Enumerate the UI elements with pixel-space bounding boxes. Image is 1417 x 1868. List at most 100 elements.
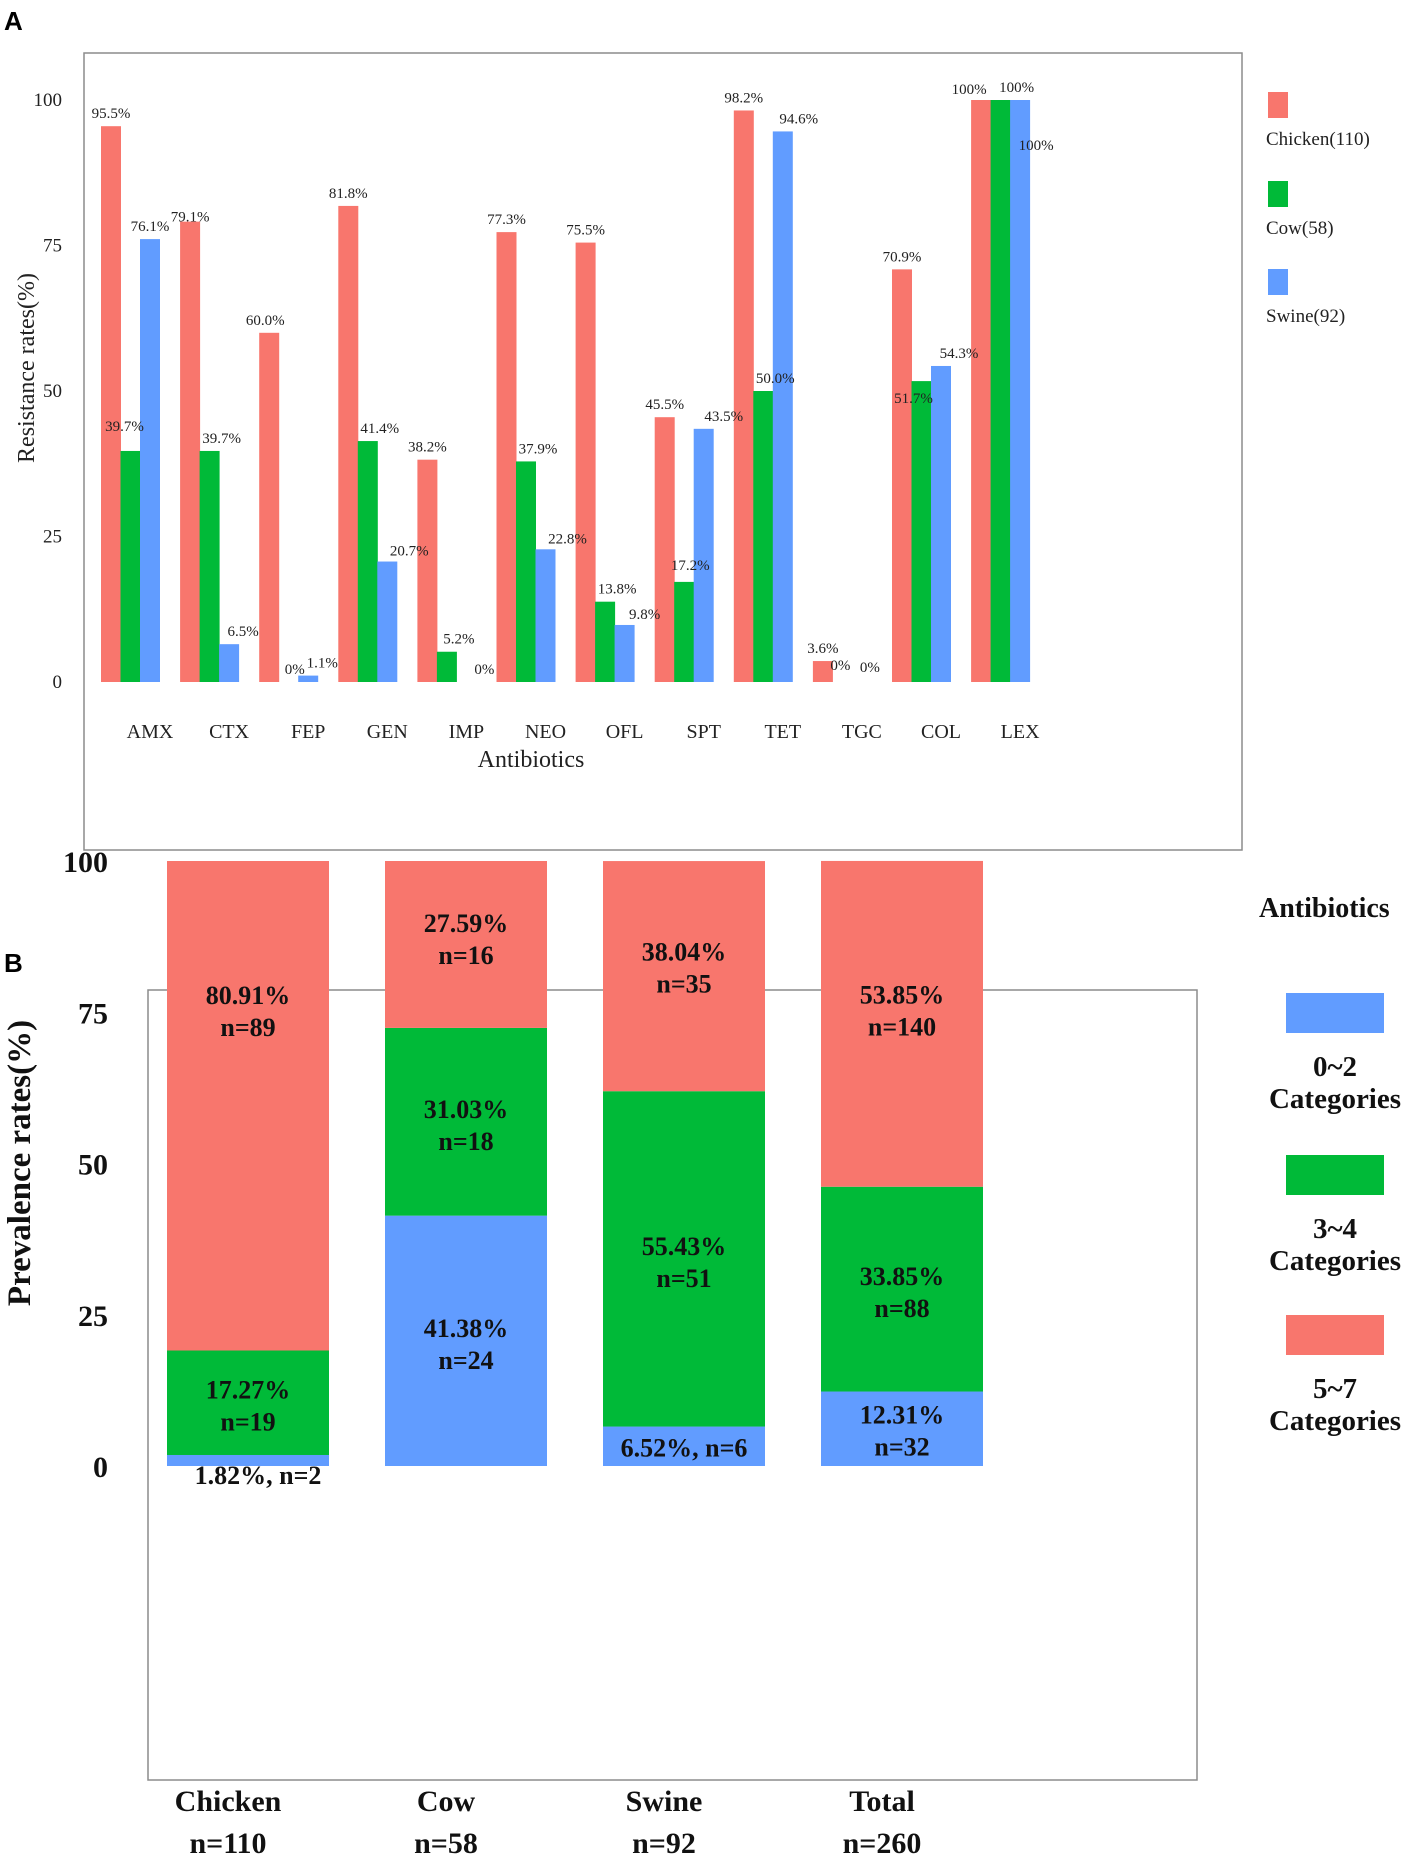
chart-b-y-tick-label: 0 xyxy=(93,1451,108,1484)
chart-a-bar xyxy=(812,661,833,682)
chart-a-bar xyxy=(753,391,774,682)
chart-b-x-tick-label: Swine xyxy=(626,1785,703,1818)
chart-a-y-axis-title: Resistance rates(%) xyxy=(14,273,40,463)
chart-a-data-label: 0% xyxy=(830,658,850,674)
chart-a-x-tick-label: COL xyxy=(921,721,961,743)
chart-b-x-tick-count: n=92 xyxy=(632,1827,696,1860)
chart-b-bar-segment xyxy=(821,1391,983,1466)
chart-b-legend-label: 3~4 xyxy=(1313,1213,1357,1245)
chart-b-segment-count: n=35 xyxy=(656,970,711,999)
chart-b-y-tick-label: 100 xyxy=(63,846,108,879)
chart-a-x-tick-label: OFL xyxy=(606,721,644,743)
chart-a-data-label: 9.8% xyxy=(629,607,660,623)
chart-a-bar xyxy=(911,381,932,682)
chart-b-segment-count: n=18 xyxy=(438,1127,493,1156)
chart-a-data-label: 98.2% xyxy=(724,90,763,106)
chart-a-x-tick-label: IMP xyxy=(449,721,485,743)
chart-a-data-labels: 95.5% 79.1% 60.0% 81.8% 38.2% 77.3% 75.5% 45.5%… xyxy=(92,80,1054,678)
chart-b-legend-title: Antibiotics xyxy=(1259,893,1390,924)
chart-a-bar xyxy=(436,651,457,682)
chart-b-bar-segment xyxy=(385,1215,547,1466)
chart-a-y-tick-label: 75 xyxy=(43,236,62,257)
chart-b-bar-segment xyxy=(167,861,329,1351)
chart-b-segment-label: 53.85% xyxy=(860,981,945,1010)
chart-a-bar xyxy=(140,239,160,682)
chart-b-axes: 0 25 50 75 100 Prevalence rates(%) Chicken n=11… xyxy=(2,846,921,1860)
chart-b-legend-swatch xyxy=(1286,1315,1384,1355)
chart-a-legend-label: Cow(58) xyxy=(1266,218,1334,239)
chart-a-bars xyxy=(101,100,1031,683)
chart-a-x-tick-label: TGC xyxy=(842,721,882,743)
chart-a-bar xyxy=(733,110,754,682)
chart-a-data-label: 50.0% xyxy=(756,371,795,387)
prevalence-rates-chart: 1.82%, n=2 17.27% n=19 80.91% n=89 41.38% n=24… xyxy=(2,846,1401,1860)
chart-a-data-label: 0% xyxy=(860,660,880,676)
chart-b-segment-label: 12.31% xyxy=(860,1401,945,1430)
chart-b-segment-label: 6.52%, n=6 xyxy=(621,1433,748,1462)
chart-a-data-label: 100% xyxy=(1019,138,1054,154)
chart-b-bar-segment xyxy=(167,1454,329,1466)
chart-b-segment-label: 17.27% xyxy=(206,1376,291,1405)
chart-a-y-tick-label: 0 xyxy=(53,672,63,693)
chart-b-bar-segment xyxy=(603,1426,765,1466)
chart-a-y-tick-label: 50 xyxy=(43,381,62,402)
chart-a-data-label: 39.7% xyxy=(202,431,241,447)
chart-a-bar xyxy=(614,624,635,682)
chart-b-segment-label: 41.38% xyxy=(424,1314,509,1343)
chart-a-x-tick-label: TET xyxy=(764,721,801,743)
chart-b-segment-count: n=19 xyxy=(220,1408,275,1437)
chart-b-x-tick-count: n=58 xyxy=(414,1827,478,1860)
chart-a-data-label: 37.9% xyxy=(519,441,558,457)
chart-b-x-tick-count: n=110 xyxy=(189,1827,266,1860)
chart-a-data-label: 77.3% xyxy=(487,212,526,228)
chart-a-y-tick-label: 25 xyxy=(43,527,62,548)
chart-b-segment-count: n=51 xyxy=(656,1264,711,1293)
chart-a-x-tick-label: NEO xyxy=(525,721,566,743)
chart-a-bar xyxy=(892,269,912,682)
chart-a-y-tick-label: 100 xyxy=(34,90,63,111)
chart-a-data-label: 5.2% xyxy=(443,632,474,648)
chart-a-bar xyxy=(377,561,398,682)
chart-b-legend-swatch xyxy=(1286,993,1384,1033)
chart-b-legend-label: Categories xyxy=(1269,1083,1401,1115)
chart-a-bar xyxy=(219,644,240,682)
chart-a-data-label: 100% xyxy=(999,80,1034,96)
chart-a-bar xyxy=(180,221,201,682)
chart-b-legend-label: 0~2 xyxy=(1313,1051,1357,1083)
chart-a-data-label: 38.2% xyxy=(408,440,447,456)
chart-b-segment-count: n=24 xyxy=(438,1346,493,1375)
chart-b-y-axis-title: Prevalence rates(%) xyxy=(2,1020,38,1306)
chart-b-data-labels: 1.82%, n=2 17.27% n=19 80.91% n=89 41.38% n=24… xyxy=(195,909,945,1490)
chart-a-bar xyxy=(931,365,951,682)
chart-a-data-label: 3.6% xyxy=(807,641,838,657)
chart-a-data-label: 79.1% xyxy=(171,210,210,226)
chart-a-data-label: 94.6% xyxy=(779,111,818,127)
chart-a-data-label: 100% xyxy=(952,82,987,98)
resistance-rates-chart: 95.5% 79.1% 60.0% 81.8% 38.2% 77.3% 75.5% 45.5%… xyxy=(14,52,1370,851)
chart-a-bar xyxy=(120,450,141,682)
chart-b-segment-label: 33.85% xyxy=(860,1262,945,1291)
chart-a-legend-swatch xyxy=(1268,269,1288,295)
chart-b-x-tick-label: Total xyxy=(849,1785,915,1818)
chart-b-segment-count: n=140 xyxy=(868,1013,936,1042)
chart-a-data-label: 45.5% xyxy=(645,397,684,413)
chart-a-x-tick-label: CTX xyxy=(209,721,250,743)
chart-a-data-label: 0% xyxy=(285,662,305,678)
chart-a-x-tick-label: FEP xyxy=(291,721,325,743)
chart-b-bar-segment xyxy=(385,861,547,1028)
chart-b-segment-count: n=16 xyxy=(438,941,493,970)
chart-a-data-label: 39.7% xyxy=(105,419,144,435)
chart-b-x-tick-count: n=260 xyxy=(843,1827,922,1860)
chart-a-bar xyxy=(971,100,992,682)
chart-a-data-label: 1.1% xyxy=(307,656,338,672)
chart-b-legend-label: Categories xyxy=(1269,1245,1401,1277)
chart-a-bar xyxy=(693,428,714,682)
chart-a-data-label: 75.5% xyxy=(566,223,605,239)
chart-b-segment-count: n=32 xyxy=(874,1433,929,1462)
chart-a-data-label: 76.1% xyxy=(131,219,170,235)
chart-b-x-tick-label: Cow xyxy=(417,1785,476,1818)
chart-b-y-tick-label: 25 xyxy=(78,1300,108,1333)
chart-a-x-tick-label: AMX xyxy=(127,721,174,743)
chart-a-data-label: 51.7% xyxy=(894,391,933,407)
